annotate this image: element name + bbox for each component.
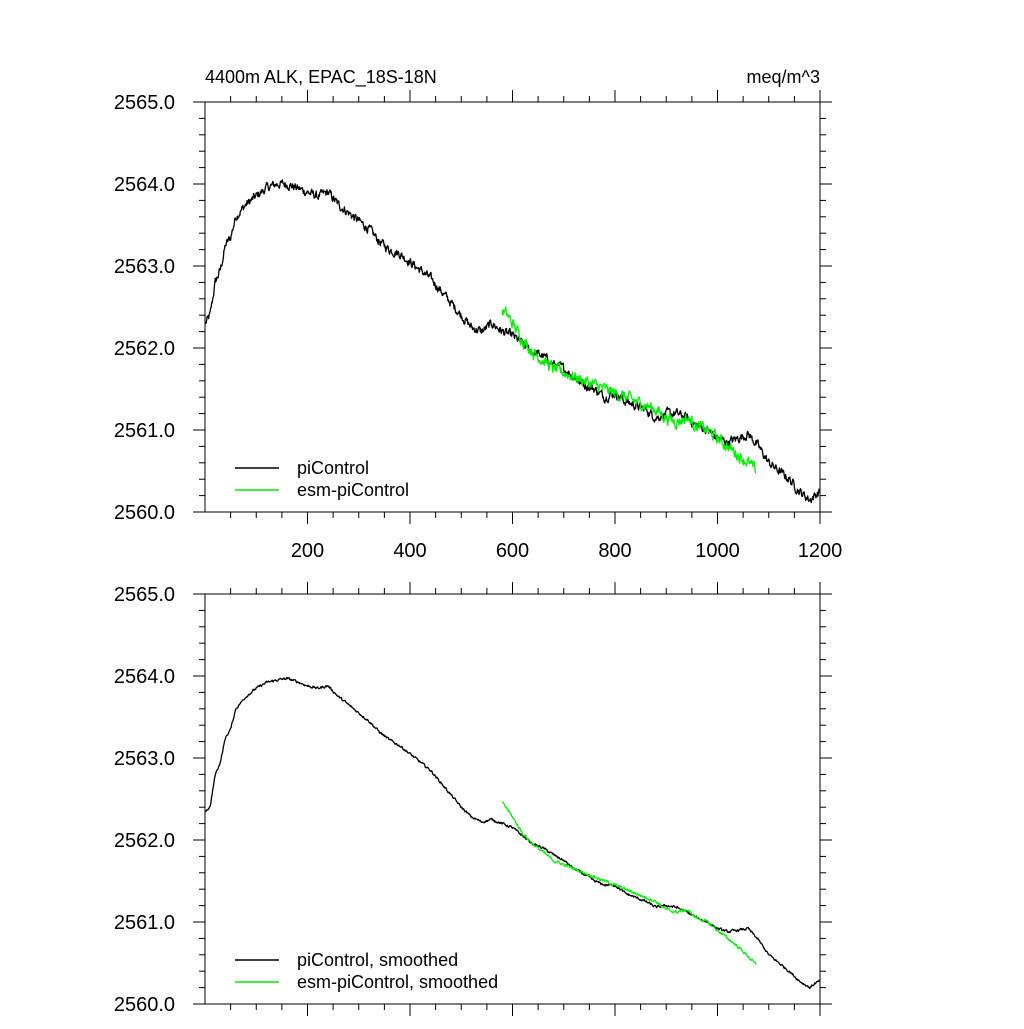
chart-panel-1: 2560.0 2561.0 2562.0 2563.0 2564.0 2565.0 200 4… (114, 90, 842, 562)
legend-label: esm-piControl, smoothed (297, 972, 498, 992)
y-tick-label: 2560.0 (114, 994, 175, 1016)
y-tick-label: 2563.0 (114, 256, 175, 278)
y-tick-label: 2562.0 (114, 830, 175, 852)
x-tick-label: 1000 (695, 540, 740, 562)
y-tick-label: 2562.0 (114, 338, 175, 360)
series-line-picontrol-smoothed (205, 676, 820, 990)
x-tick-label: 800 (598, 540, 631, 562)
x-tick-label: 600 (496, 540, 529, 562)
chart-panel-2: 2560.0 2561.0 2562.0 2563.0 2564.0 2565.0 piCo… (114, 582, 832, 1016)
y-tick-label: 2561.0 (114, 420, 175, 442)
y-tick-label: 2563.0 (114, 748, 175, 770)
units-label: meq/m^3 (747, 67, 820, 87)
y-tick-label: 2565.0 (114, 92, 175, 114)
y-tick-label: 2564.0 (114, 666, 175, 688)
series-line-picontrol (205, 179, 820, 504)
x-tick-label: 200 (291, 540, 324, 562)
chart-title: 4400m ALK, EPAC_18S-18N (205, 67, 437, 88)
y-tick-label: 2565.0 (114, 584, 175, 606)
y-tick-label: 2564.0 (114, 174, 175, 196)
y-tick-label: 2561.0 (114, 912, 175, 934)
y-tick-label: 2560.0 (114, 502, 175, 524)
legend-label: piControl, smoothed (297, 950, 458, 970)
series-line-esm-picontrol-smoothed (501, 801, 757, 965)
plot-frame (204, 593, 821, 1005)
series-line-esm-picontrol (501, 306, 757, 474)
x-tick-label: 1200 (798, 540, 843, 562)
legend-label: esm-piControl (297, 480, 409, 500)
legend-label: piControl (297, 458, 369, 478)
x-tick-label: 400 (393, 540, 426, 562)
